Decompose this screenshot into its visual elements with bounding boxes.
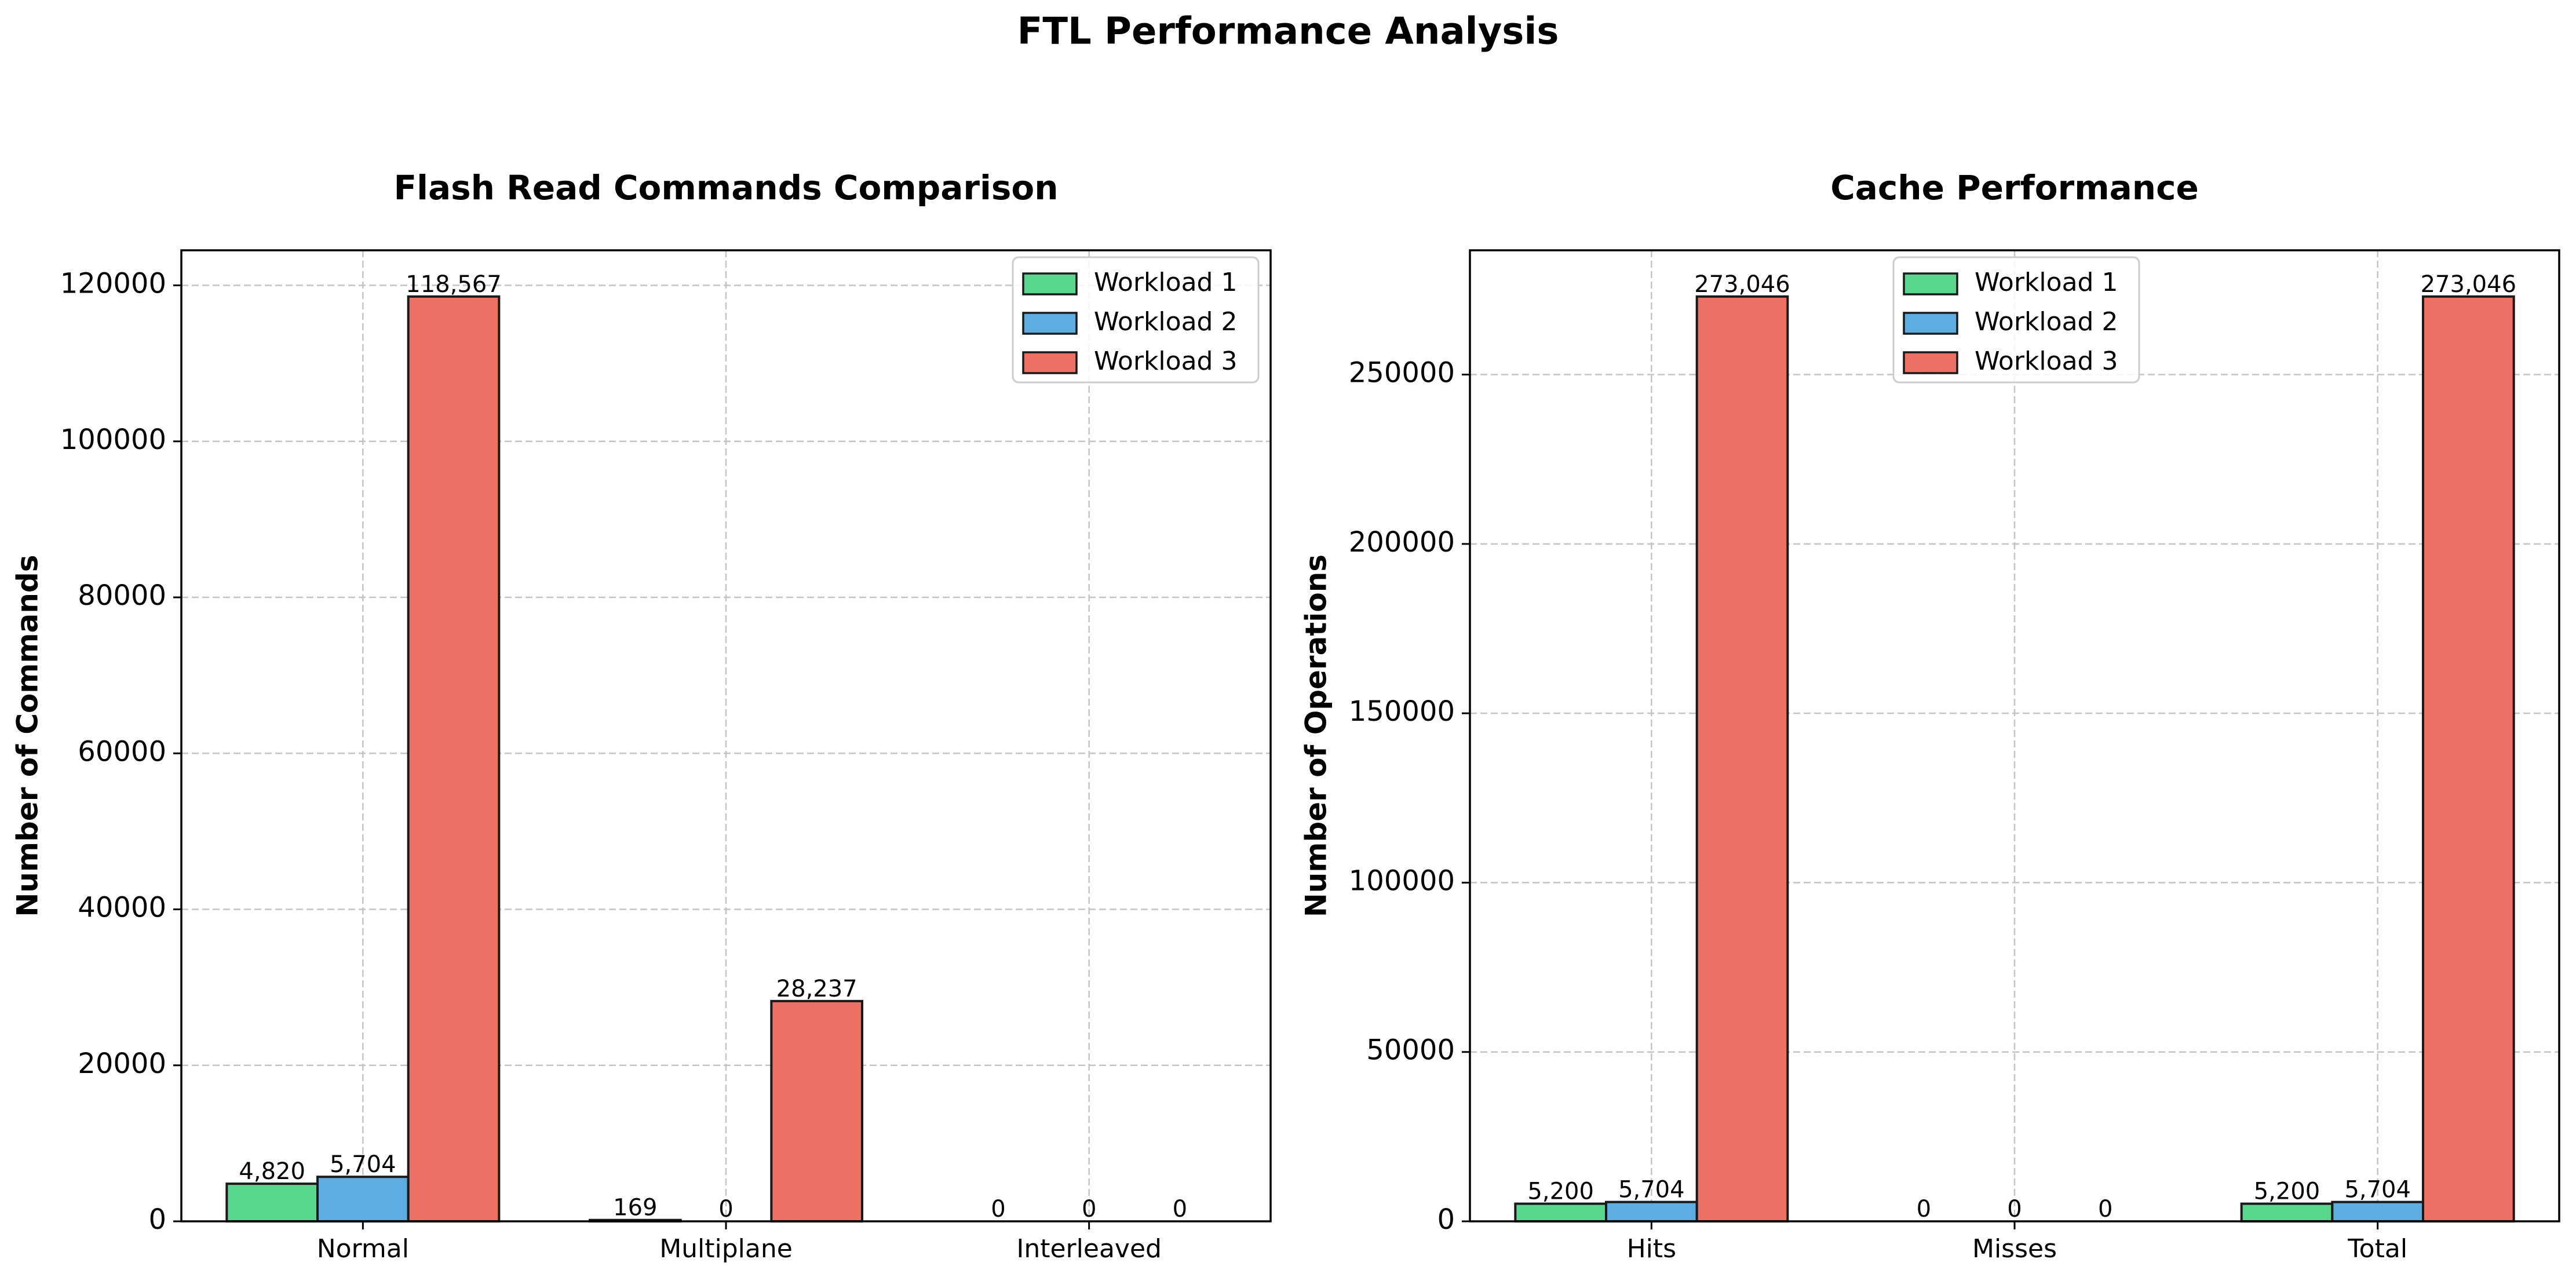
- bar-value-label: 28,237: [776, 976, 858, 1002]
- bar-value-label: 0: [1917, 1196, 1931, 1222]
- chart-panel-flash-read: 4,820 169 0 5,704 0 0 118,567 28,237 0 0 20000 4000…: [11, 168, 1272, 1264]
- bar-value-label: 0: [2007, 1196, 2022, 1222]
- legend-swatch-workload-2: [1022, 312, 1078, 335]
- y-tick-label: 60000: [78, 735, 166, 768]
- legend-swatch-workload-3: [1022, 351, 1078, 374]
- y-axis-label: Number of Commands: [11, 555, 45, 917]
- bar-value-label: 0: [991, 1196, 1005, 1222]
- bar-workload-1-total: [2240, 1202, 2334, 1223]
- bar-value-label: 4,820: [239, 1158, 305, 1185]
- y-tick-label: 0: [148, 1203, 166, 1236]
- bar-value-label: 5,704: [330, 1151, 396, 1178]
- y-tick-label: 120000: [60, 268, 166, 300]
- chart-title: Cache Performance: [1830, 168, 2199, 207]
- bar-workload-2-normal: [316, 1176, 410, 1223]
- legend-label: Workload 3: [1094, 346, 1237, 376]
- legend-swatch-workload-1: [1903, 272, 1958, 295]
- chart-title: Flash Read Commands Comparison: [393, 168, 1058, 207]
- x-tick-label: Normal: [317, 1234, 409, 1264]
- bar-value-label: 0: [718, 1196, 733, 1222]
- y-tick-label: 0: [1437, 1203, 1455, 1236]
- x-tick-label: Interleaved: [1016, 1234, 1162, 1264]
- x-tick-label: Hits: [1627, 1234, 1677, 1264]
- y-tick-label: 100000: [60, 424, 166, 456]
- bar-value-label: 0: [2098, 1196, 2112, 1222]
- bar-workload-3-normal: [407, 295, 501, 1222]
- bar-value-label: 169: [613, 1195, 657, 1221]
- legend-swatch-workload-3: [1903, 351, 1958, 374]
- bar-value-label: 5,704: [1618, 1177, 1685, 1203]
- legend-label: Workload 1: [1975, 268, 2118, 297]
- y-tick-label: 50000: [1366, 1034, 1455, 1067]
- x-tick-label: Multiplane: [659, 1234, 793, 1264]
- y-tick-label: 100000: [1349, 864, 1455, 897]
- bar-workload-3-multiplane: [770, 999, 864, 1222]
- bar-workload-3-total: [2422, 295, 2515, 1222]
- figure-suptitle: FTL Performance Analysis: [1017, 10, 1559, 53]
- y-tick-label: 150000: [1349, 695, 1455, 728]
- legend: Workload 1 Workload 2 Workload 3: [1012, 256, 1260, 384]
- x-tick-label: Total: [2347, 1234, 2407, 1264]
- y-tick-label: 40000: [78, 892, 166, 924]
- y-tick-label: 250000: [1349, 357, 1455, 389]
- legend: Workload 1 Workload 2 Workload 3: [1892, 256, 2140, 384]
- y-tick-label: 200000: [1349, 526, 1455, 559]
- bar-value-label: 0: [1082, 1196, 1096, 1222]
- legend-label: Workload 2: [1094, 307, 1237, 337]
- y-axis-label: Number of Operations: [1300, 554, 1333, 917]
- legend-swatch-workload-1: [1022, 272, 1078, 295]
- bar-workload-1-hits: [1514, 1202, 1607, 1223]
- legend-swatch-workload-2: [1903, 312, 1958, 335]
- chart-panel-cache: 5,200 0 5,200 5,704 0 5,704 273,046 0 273,046 0 50…: [1300, 168, 2560, 1264]
- bar-workload-2-total: [2331, 1200, 2424, 1222]
- legend-label: Workload 3: [1975, 346, 2118, 376]
- legend-label: Workload 1: [1094, 268, 1237, 297]
- y-tick-label: 20000: [78, 1048, 166, 1080]
- legend-label: Workload 2: [1975, 307, 2118, 337]
- bar-workload-3-hits: [1695, 295, 1789, 1222]
- x-tick-label: Misses: [1972, 1234, 2057, 1264]
- bar-value-label: 5,200: [2254, 1178, 2320, 1205]
- bar-value-label: 5,200: [1527, 1178, 1594, 1205]
- y-tick-label: 80000: [78, 579, 166, 612]
- bar-workload-1-normal: [225, 1183, 319, 1223]
- bar-value-label: 273,046: [1694, 271, 1790, 298]
- bar-workload-2-hits: [1605, 1200, 1698, 1222]
- bar-value-label: 0: [1173, 1196, 1187, 1222]
- bar-value-label: 273,046: [2421, 271, 2516, 298]
- bar-value-label: 118,567: [406, 271, 501, 298]
- bar-value-label: 5,704: [2344, 1177, 2411, 1203]
